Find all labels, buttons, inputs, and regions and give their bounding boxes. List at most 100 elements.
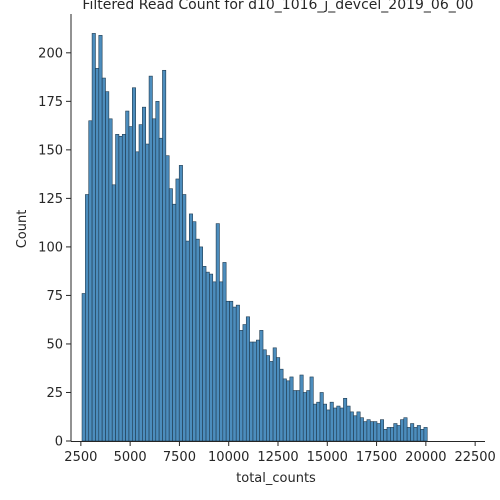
x-tick-label: 7500 (163, 450, 196, 465)
x-tick-label: 10000 (208, 450, 249, 465)
x-tick-label: 5000 (114, 450, 147, 465)
y-tick-label: 25 (46, 386, 63, 401)
histogram-bar (81, 293, 86, 442)
histogram-bar (185, 240, 190, 442)
histogram-bar (329, 401, 334, 442)
histogram-bar (272, 347, 277, 442)
histogram-bar (299, 374, 304, 442)
histogram-bar (249, 341, 254, 442)
histogram-bar (219, 281, 224, 442)
histogram-bar (205, 271, 210, 442)
histogram-bar (111, 184, 116, 442)
y-tick-label: 50 (46, 337, 63, 352)
histogram-bar (108, 118, 113, 442)
histogram-bar (400, 419, 405, 442)
histogram-bar (359, 417, 364, 442)
histogram-bar (316, 401, 321, 442)
histogram-bar (235, 304, 240, 442)
x-tick-label: 15000 (307, 450, 348, 465)
histogram-bar (91, 33, 96, 442)
histogram-bar (212, 281, 217, 442)
y-tick-label: 150 (38, 143, 63, 158)
y-axis-label: Count (15, 210, 30, 249)
y-tick-label: 175 (38, 95, 63, 110)
histogram-bar (118, 135, 123, 442)
histogram-bar (225, 300, 230, 442)
histogram-bar (416, 425, 421, 442)
histogram-bar (172, 203, 177, 442)
histogram-bar (145, 143, 150, 442)
histogram-bar (98, 35, 103, 442)
histogram-bar (262, 349, 267, 442)
histogram-bar (423, 427, 428, 442)
histogram-bar (256, 339, 260, 442)
y-tick-label: 0 (55, 435, 63, 450)
histogram-bar (289, 376, 294, 442)
histogram-bar (239, 330, 244, 442)
histogram-bar (266, 355, 271, 442)
histogram-bar (346, 405, 351, 442)
histogram-bar (276, 357, 281, 442)
histogram-bar (165, 155, 170, 442)
histogram-bar (125, 110, 130, 442)
histogram-bar (95, 68, 100, 442)
histogram-bar (296, 390, 301, 442)
histogram-bar (175, 178, 180, 442)
histogram-bar (396, 425, 401, 442)
histogram-bar (333, 407, 338, 442)
x-tick-label: 2500 (64, 450, 97, 465)
histogram-bar (162, 69, 167, 442)
histogram-bar (373, 421, 378, 442)
histogram-bar (406, 427, 411, 442)
histogram-bar (319, 392, 324, 442)
histogram-bar (309, 376, 314, 442)
histogram-bar (121, 134, 126, 442)
histogram-bar (366, 419, 371, 442)
histogram-bar (232, 306, 237, 442)
x-axis-label: total_counts (236, 471, 316, 486)
histogram-bar (336, 405, 341, 442)
histogram-bar (349, 411, 354, 442)
histogram-bar (168, 188, 173, 442)
bars-group (81, 33, 428, 442)
histogram-bar (279, 368, 284, 442)
histogram-bar (138, 124, 143, 442)
histogram-bar (420, 429, 425, 442)
histogram-bar (356, 411, 361, 442)
histogram-bar (148, 75, 153, 442)
histogram-bar (245, 316, 250, 442)
histogram-bar (105, 91, 110, 442)
histogram-bar (269, 361, 274, 442)
histogram-bar (306, 390, 311, 442)
histogram-bar (88, 120, 93, 442)
histogram-bar (132, 87, 136, 442)
histogram-bar (403, 417, 408, 442)
histogram-bar (209, 273, 214, 442)
y-tick-label: 125 (38, 192, 63, 207)
histogram-bar (386, 427, 391, 442)
histogram-bar (135, 151, 140, 442)
histogram-bar (390, 427, 395, 442)
y-tick-label: 100 (38, 240, 63, 255)
histogram-bar (182, 194, 187, 442)
histogram-bar (155, 101, 160, 442)
histogram-bar (286, 380, 291, 442)
histogram-bar (242, 324, 247, 442)
histogram-bar (369, 421, 374, 442)
histogram-bar (292, 390, 297, 442)
histogram-bar (178, 165, 183, 442)
x-ticks-group: 2500 5000 7500 10000 12500 15000 17500 20000 225… (64, 441, 496, 465)
histogram-bar (353, 415, 358, 442)
histogram-bar (215, 223, 220, 442)
histogram-bar (343, 397, 348, 442)
histogram-bar (229, 300, 234, 442)
histogram-bar (192, 221, 197, 442)
histogram-bar (282, 378, 287, 442)
histogram-bar (188, 213, 193, 442)
histogram-bar (115, 134, 120, 442)
histogram-bar (142, 106, 147, 442)
histogram-bar (85, 194, 90, 442)
histogram-bar (202, 266, 207, 442)
y-ticks-group: 0 25 50 75 100 125 150 175 200 (38, 46, 71, 450)
